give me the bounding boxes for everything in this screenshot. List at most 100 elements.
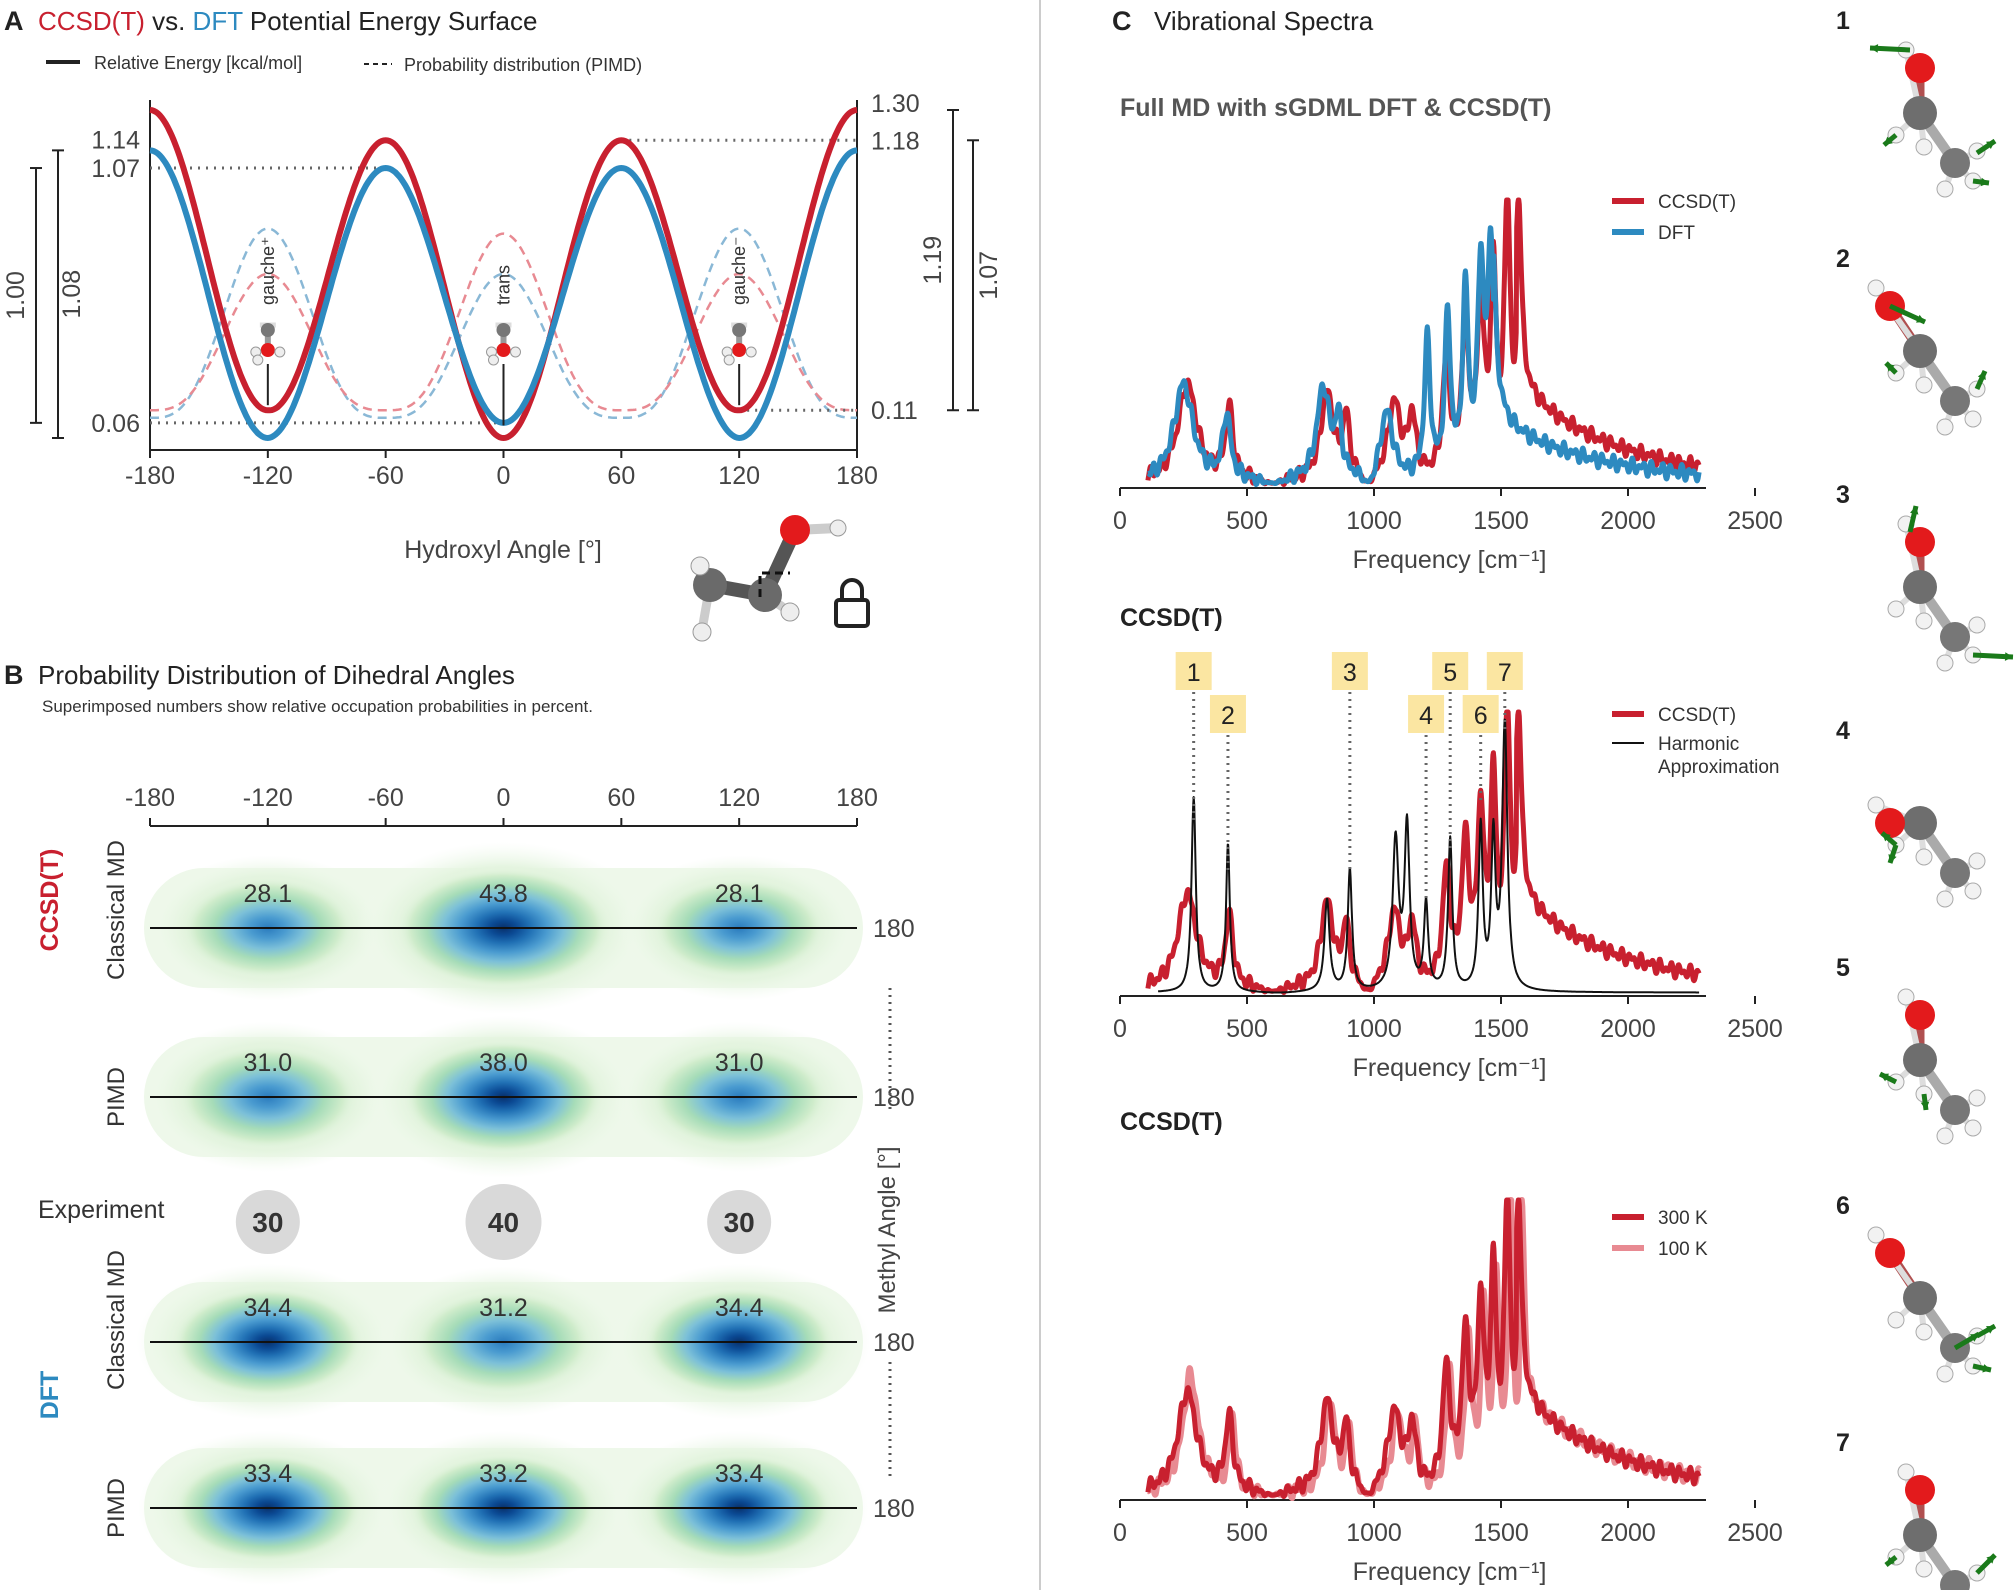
c1-series-1-line [1145, 225, 1702, 487]
occupation-value: 31.0 [715, 1049, 764, 1077]
pes-ccsd-probability-line [150, 232, 857, 412]
c1-legend-label: DFT [1658, 223, 1695, 244]
pes-right-bracket-1-label: 1.19 [919, 236, 947, 285]
row-label-ccsd-classical: Classical MD [103, 840, 130, 980]
c3-x-tick-label: 1500 [1473, 1519, 1529, 1547]
pes-x-tick-label: 180 [836, 462, 878, 490]
state-label: trans [494, 265, 514, 305]
dihedral-axis-tick-label: 0 [497, 784, 511, 812]
pes-right-bracket-2-label: 1.07 [975, 251, 1003, 300]
mode-arrow-head [2004, 652, 2013, 661]
panel-b-letter: B [4, 660, 24, 690]
mode-carbon [1940, 386, 1970, 416]
mode-hydrogen [1964, 410, 1982, 428]
mode-number-1: 1 [1836, 7, 1850, 35]
group-label-ccsd: CCSD(T) [36, 849, 64, 952]
pes-left-bracket-1-label: 1.00 [2, 271, 30, 320]
mode-arrow-head [1888, 854, 1897, 863]
mode-carbon [1940, 1570, 1970, 1590]
c1-x-tick-label: 0 [1113, 507, 1127, 535]
mode-hydrogen [1915, 612, 1933, 630]
experiment-label: Experiment [38, 1196, 164, 1224]
c1-x-tick-label: 2000 [1600, 507, 1656, 535]
mode-marker-label: 4 [1419, 702, 1433, 730]
c3-x-tick-label: 1000 [1346, 1519, 1402, 1547]
mode-hydrogen [1915, 1323, 1933, 1341]
c2-x-tick-label: 2500 [1727, 1015, 1783, 1043]
mode-carbon [1903, 96, 1937, 130]
occupation-value: 28.1 [243, 880, 292, 908]
pes-right-tick-label: 0.11 [871, 397, 918, 425]
mode-carbon [1903, 334, 1937, 368]
mode-arrow-head [1882, 833, 1891, 842]
mode-arrow-head [1986, 141, 1995, 149]
c1-x-label: Frequency [cm⁻¹] [1353, 546, 1547, 574]
mode-marker-label: 3 [1343, 659, 1357, 687]
mode-number-3: 3 [1836, 481, 1850, 509]
mode-hydrogen [1964, 1119, 1982, 1137]
c3-x-tick-label: 500 [1226, 1519, 1268, 1547]
c3-legend-label: 300 K [1658, 1208, 1708, 1229]
occupation-value: 31.2 [479, 1294, 528, 1322]
mode-hydrogen [1915, 1560, 1933, 1578]
state-molecule-hydrogen [252, 354, 264, 366]
pes-right-tick-label: 1.30 [871, 90, 920, 118]
experiment-value: 40 [488, 1207, 519, 1238]
panel-c: C Vibrational Spectra Full MD with sGDML… [1112, 6, 2014, 1590]
mode-carbon [1940, 858, 1970, 888]
mode-hydrogen [1936, 180, 1954, 198]
pes-left-tick-label: 0.06 [91, 410, 140, 438]
mode-hydrogen [1897, 1463, 1915, 1481]
mode-arrow-head [1982, 1364, 1991, 1373]
c2-legend-label-cont: Approximation [1658, 757, 1779, 778]
mode-marker-tag [1486, 652, 1523, 690]
pes-x-tick-label: -120 [243, 462, 293, 490]
mode-oxygen [1875, 1238, 1905, 1268]
mode-arrow-head [1880, 1073, 1889, 1082]
mode-hydrogen [1964, 882, 1982, 900]
pes-x-tick-label: 0 [497, 462, 511, 490]
mode-carbon [1903, 1281, 1937, 1315]
c2-x-tick-label: 1500 [1473, 1015, 1529, 1043]
mode-marker-label: 7 [1498, 659, 1512, 687]
occupation-value: 31.0 [243, 1049, 292, 1077]
mode-hydrogen [1915, 376, 1933, 394]
mode-hydrogen [1936, 654, 1954, 672]
mode-carbon [1940, 622, 1970, 652]
pes-left-tick-label: 1.07 [91, 155, 140, 183]
occupation-value: 28.1 [715, 880, 764, 908]
state-molecule-hydrogen [510, 346, 521, 358]
panel-a-title-ccsd: CCSD(T) [38, 6, 145, 36]
state-molecule-carbon [260, 323, 275, 337]
mode-hydrogen [1915, 138, 1933, 156]
pes-plot: -180 -120 -60 0 60 120 1801.141.070.061.301.18… [2, 90, 1003, 490]
ethanol-molecule-icon [690, 515, 847, 642]
mode-arrow-head [1920, 1101, 1930, 1110]
mode-hydrogen [1867, 279, 1885, 297]
mode-hydrogen [1915, 848, 1933, 866]
c2-x-tick-label: 1000 [1346, 1015, 1402, 1043]
experiment-circle [465, 1184, 542, 1260]
experiment-value: 30 [724, 1207, 755, 1238]
occupation-value: 33.2 [479, 1460, 528, 1488]
row-y-tick-label: 180 [873, 1495, 915, 1523]
dihedral-axis-tick-label: 120 [718, 784, 760, 812]
mode-carbon [1940, 1095, 1970, 1125]
dihedral-axis-tick-label: -180 [125, 784, 175, 812]
pes-left-tick-label: 1.14 [91, 126, 140, 154]
experiment-value: 30 [252, 1207, 283, 1238]
mode-hydrogen [1897, 988, 1915, 1006]
mode-marker-tag [1408, 695, 1445, 733]
state-molecule-oxygen [260, 343, 275, 357]
legend-solid-label: Relative Energy [kcal/mol] [94, 53, 302, 73]
mode-oxygen [1905, 1475, 1935, 1505]
spectrum-full-md: 0 500 1000 1500 2000 2500 Frequency [cm⁻¹] CCSD… [1113, 192, 1783, 574]
state-label: gauche⁺ [258, 236, 278, 305]
c1-x-tick-label: 1500 [1473, 507, 1529, 535]
spectrum2-subtitle: CCSD(T) [1120, 604, 1223, 632]
dihedral-axis-tick-label: -120 [243, 784, 293, 812]
spectrum-ccsd-temperature: 0 500 1000 1500 2000 2500 Frequency [cm⁻¹] 300 … [1113, 1197, 1783, 1586]
mode-arrow-head [1916, 314, 1925, 323]
dihedral-axis-tick-label: 180 [836, 784, 878, 812]
mode-hydrogen [1968, 616, 1986, 634]
